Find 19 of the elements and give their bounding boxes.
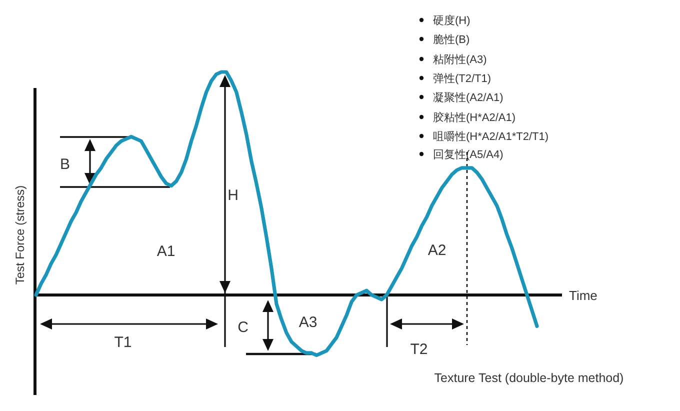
annotation: B (60, 156, 70, 173)
y-axis-title: Test Force (stress) (13, 185, 27, 285)
annotation: T1 (114, 334, 132, 351)
annotation: A1 (156, 243, 176, 260)
annotation: T2 (410, 341, 428, 358)
annotation: A2 (428, 242, 446, 259)
annotation: Texture Test (double-byte method) (434, 371, 624, 385)
x-axis-title: Time (569, 288, 598, 303)
annotation: C (238, 319, 248, 336)
annotation: 粘附性(A3) (433, 54, 487, 66)
annotation: 咀嚼性(H*A2/A1*T2/T1) (433, 131, 549, 143)
annotation: 脆性(B) (433, 34, 470, 46)
annotation: H (228, 187, 238, 204)
annotation: 回复性(A5/A4) (433, 149, 504, 161)
annotation: 硬度(H) (433, 15, 470, 27)
annotation: 凝聚性(A2/A1) (433, 92, 504, 104)
annotation: A3 (298, 314, 318, 331)
annotation: 弹性(T2/T1) (433, 73, 492, 85)
annotation: 胶粘性(H*A2/A1) (433, 112, 516, 124)
